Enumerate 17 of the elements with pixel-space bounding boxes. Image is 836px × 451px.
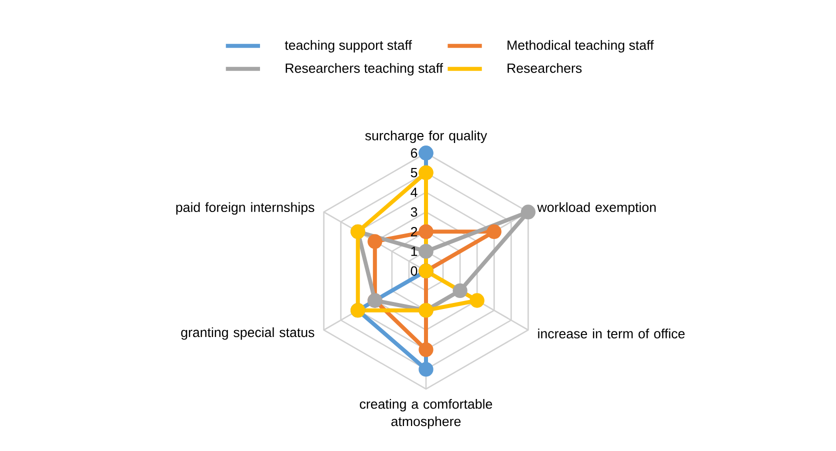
y-tick-label: 3 (410, 207, 418, 217)
spoke-label: paid foreign internships (176, 202, 314, 215)
y-tick-label: 5 (410, 168, 418, 178)
y-tick-label: 4 (410, 188, 418, 197)
legend-label: teaching support staff (284, 40, 412, 53)
legend-label: Methodical teaching staff (508, 40, 654, 53)
y-tick-label: 0 (410, 266, 418, 276)
spoke-label: surcharge for quality (365, 130, 488, 143)
y-tick-label: 1 (411, 246, 418, 256)
y-tick-label: 2 (410, 227, 418, 236)
spoke-label: creating a comfortable atmosphere (360, 399, 492, 429)
legend-label: Researchers teaching staff (286, 63, 444, 76)
y-tick-label: 6 (410, 148, 418, 158)
spoke-label: increase in term of office (538, 328, 685, 338)
spoke-label: workload exemption (537, 202, 656, 215)
legend-label: Researchers (508, 63, 582, 73)
spoke-label: granting special status (181, 327, 314, 340)
